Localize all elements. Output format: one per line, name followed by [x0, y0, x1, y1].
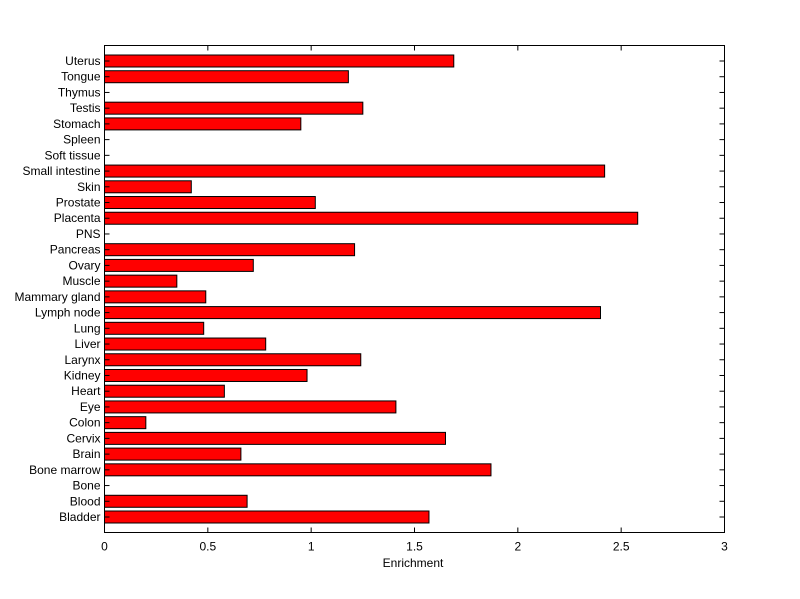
- bar-mammary-gland: [104, 290, 207, 304]
- y-tick-label: Tongue: [61, 70, 101, 84]
- y-tick-label: Colon: [69, 416, 100, 430]
- x-tick-label: 0.5: [199, 540, 216, 554]
- bar-skin: [104, 180, 192, 194]
- bar-small-intestine: [104, 164, 606, 178]
- bar-uterus: [104, 54, 455, 68]
- bar-pancreas: [104, 243, 356, 257]
- x-axis-label: Enrichment: [383, 556, 444, 570]
- bar-bladder: [104, 510, 430, 524]
- y-tick-label: Muscle: [62, 274, 100, 288]
- x-tick-label: 0: [101, 540, 108, 554]
- y-tick-label: Blood: [70, 494, 101, 508]
- y-tick-label: Bone: [72, 479, 100, 493]
- y-tick-label: Soft tissue: [44, 148, 100, 162]
- y-tick-label: Bone marrow: [29, 463, 101, 477]
- y-tick-label: Small intestine: [22, 164, 100, 178]
- bar-colon: [104, 416, 147, 430]
- y-tick-label: Liver: [74, 337, 100, 351]
- bars-group: [104, 54, 639, 524]
- y-tick-label: Brain: [72, 447, 100, 461]
- y-tick-label: Eye: [80, 400, 101, 414]
- bar-stomach: [104, 117, 302, 131]
- bar-bone-marrow: [104, 463, 492, 477]
- y-tick-label: Placenta: [54, 211, 101, 225]
- bar-blood: [104, 494, 248, 508]
- y-tick-label: Bladder: [59, 510, 100, 524]
- y-tick-label: Uterus: [65, 54, 100, 68]
- bar-cervix: [104, 431, 446, 445]
- x-tick-label: 3: [721, 540, 728, 554]
- bar-brain: [104, 447, 242, 461]
- x-tick-label: 1.5: [406, 540, 423, 554]
- bar-prostate: [104, 196, 316, 210]
- x-tick-label: 1: [308, 540, 315, 554]
- y-tick-label: PNS: [76, 227, 101, 241]
- bar-placenta: [104, 211, 639, 225]
- y-tick-label: Kidney: [64, 368, 101, 382]
- bar-lung: [104, 321, 205, 335]
- y-tick-label: Lung: [74, 321, 101, 335]
- bar-muscle: [104, 274, 178, 288]
- x-tick-label: 2.5: [613, 540, 630, 554]
- bar-heart: [104, 384, 225, 398]
- y-tick-label: Testis: [70, 101, 101, 115]
- y-tick-label: Heart: [71, 384, 101, 398]
- y-tick-label: Mammary gland: [14, 290, 100, 304]
- bar-liver: [104, 337, 267, 351]
- bar-larynx: [104, 353, 362, 367]
- y-tick-label: Pancreas: [50, 243, 101, 257]
- x-tick-label: 2: [514, 540, 521, 554]
- y-tick-label: Skin: [77, 180, 100, 194]
- y-tick-label: Thymus: [58, 85, 101, 99]
- y-tick-label: Spleen: [63, 133, 100, 147]
- bar-testis: [104, 101, 364, 115]
- y-tick-label: Ovary: [68, 258, 100, 272]
- bar-eye: [104, 400, 397, 414]
- bar-kidney: [104, 368, 308, 382]
- y-tick-label: Larynx: [64, 353, 100, 367]
- y-tick-label: Cervix: [66, 431, 100, 445]
- bar-tongue: [104, 70, 349, 84]
- x-axis: 0 0.5 1 1.5 2 2.5 3: [101, 45, 728, 554]
- y-tick-label: Prostate: [56, 196, 101, 210]
- y-tick-label: Stomach: [53, 117, 100, 131]
- bar-lymph-node: [104, 306, 601, 320]
- y-tick-label: Lymph node: [35, 306, 101, 320]
- bar-ovary: [104, 258, 254, 272]
